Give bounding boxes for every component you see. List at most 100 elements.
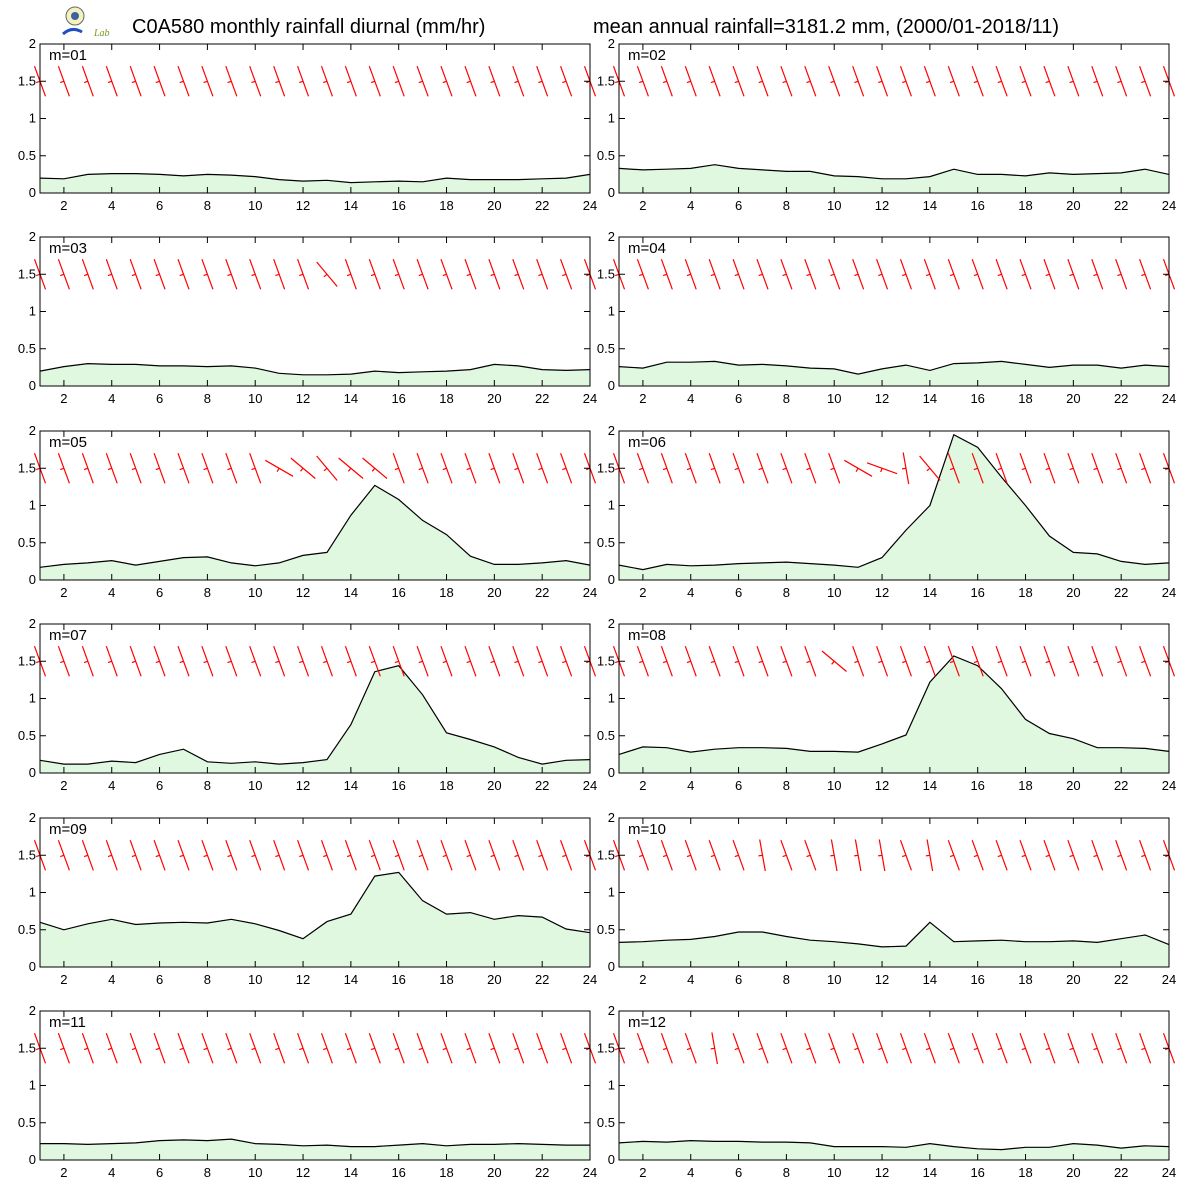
wind-barb-flag (179, 854, 184, 858)
rainfall-line (618, 433, 1170, 571)
wind-barb (971, 258, 984, 290)
wind-barb-flag (300, 467, 304, 472)
wind-barb-flag (131, 1047, 136, 1051)
x-tick-label: 24 (583, 972, 597, 987)
x-tick-label: 10 (248, 198, 262, 213)
x-tick-label: 14 (344, 778, 358, 793)
wind-barb-flag (782, 660, 787, 664)
wind-barb-flag (370, 273, 375, 277)
wind-barb (105, 645, 118, 677)
wind-barb (660, 1032, 673, 1064)
x-tick-label: 24 (1162, 778, 1176, 793)
wind-barb-flag (880, 468, 883, 473)
wind-barb (1139, 1032, 1152, 1064)
x-tick-label: 14 (344, 198, 358, 213)
wind-barb-flag (155, 1047, 160, 1051)
x-tick-label: 22 (1114, 198, 1128, 213)
wind-barb-flag (514, 1047, 519, 1051)
wind-barb (780, 452, 793, 484)
wind-barb-flag (227, 854, 232, 858)
wind-barb-flag (36, 660, 41, 664)
y-tick-label: 1 (608, 304, 615, 319)
rainfall-line (618, 921, 1170, 948)
wind-barb-flag (1141, 854, 1146, 858)
wind-barb (1019, 645, 1032, 677)
x-tick-label: 20 (487, 778, 501, 793)
y-tick-label: 1 (608, 691, 615, 706)
wind-barb (684, 65, 697, 97)
x-tick-label: 4 (108, 391, 115, 406)
x-tick-label: 24 (583, 391, 597, 406)
panel-label: m=06 (628, 434, 666, 451)
wind-barb (297, 1032, 310, 1064)
wind-barb-flag (155, 660, 160, 664)
y-tick-label: 0.5 (18, 922, 36, 937)
wind-barb-flag (179, 660, 184, 664)
wind-barb-flag (710, 854, 715, 858)
wind-barb (804, 452, 817, 484)
wind-barb (780, 839, 793, 871)
panel-label: m=09 (49, 821, 87, 838)
y-tick-label: 2 (29, 229, 36, 244)
x-tick-label: 6 (156, 778, 163, 793)
wind-barb-flag (418, 660, 423, 664)
x-tick-label: 8 (204, 778, 211, 793)
wind-barb (684, 645, 697, 677)
wind-barb (290, 457, 316, 479)
x-tick-label: 16 (391, 391, 405, 406)
y-tick-label: 1 (608, 498, 615, 513)
wind-barb-flag (830, 1047, 835, 1051)
wind-barb (852, 1032, 865, 1064)
wind-barb (57, 452, 70, 484)
x-tick-label: 16 (970, 198, 984, 213)
wind-barb (201, 452, 214, 484)
wind-barb (464, 65, 477, 97)
wind-barb-flag (562, 1047, 567, 1051)
x-tick-label: 24 (583, 585, 597, 600)
panel-label: m=11 (49, 1014, 86, 1031)
y-tick-label: 1.5 (597, 460, 615, 475)
wind-barb-flag (60, 854, 65, 858)
wind-barb-flag (806, 467, 811, 471)
wind-barb-flag (36, 467, 41, 471)
x-tick-label: 24 (583, 778, 597, 793)
wind-barb-flag (1141, 80, 1146, 84)
wind-barb-flag (83, 854, 88, 858)
rainfall-area (40, 173, 590, 193)
wind-barb (947, 65, 960, 97)
y-tick-label: 1.5 (18, 847, 36, 862)
wind-barb-flag (758, 273, 763, 277)
wind-barb (105, 452, 118, 484)
y-tick-label: 1 (608, 1078, 615, 1093)
x-tick-label: 8 (783, 391, 790, 406)
y-tick-label: 0 (608, 959, 615, 974)
wind-barb (852, 258, 865, 290)
x-tick-label: 10 (248, 1165, 262, 1180)
x-tick-label: 24 (1162, 972, 1176, 987)
wind-barb-flag (710, 660, 715, 664)
x-tick-label: 4 (687, 972, 694, 987)
rainfall-area (619, 656, 1169, 773)
panel-9: 00.511.522 4 6 8 10 12 14 16 18 20 22 24m=09 (18, 810, 597, 987)
wind-barb-flag (710, 1047, 715, 1050)
x-tick-label: 6 (735, 198, 742, 213)
wind-barb-flag (514, 273, 519, 277)
wind-barb (201, 839, 214, 871)
x-tick-label: 10 (248, 778, 262, 793)
wind-barb (225, 65, 238, 97)
wind-barb (780, 645, 793, 677)
wind-barb-flag (346, 660, 352, 664)
x-tick-label: 4 (687, 391, 694, 406)
wind-barb (780, 65, 793, 97)
wind-barb-flag (1021, 273, 1026, 277)
wind-barb-flag (925, 660, 931, 664)
wind-barb (297, 645, 310, 677)
x-tick-label: 16 (391, 1165, 405, 1180)
wind-barb-flag (782, 1047, 787, 1051)
panel-10: 00.511.522 4 6 8 10 12 14 16 18 20 22 24m=10 (597, 810, 1176, 987)
x-tick-label: 22 (1114, 778, 1128, 793)
wind-barb-flag (466, 467, 471, 471)
wind-barb (560, 839, 573, 871)
y-tick-label: 2 (29, 423, 36, 438)
